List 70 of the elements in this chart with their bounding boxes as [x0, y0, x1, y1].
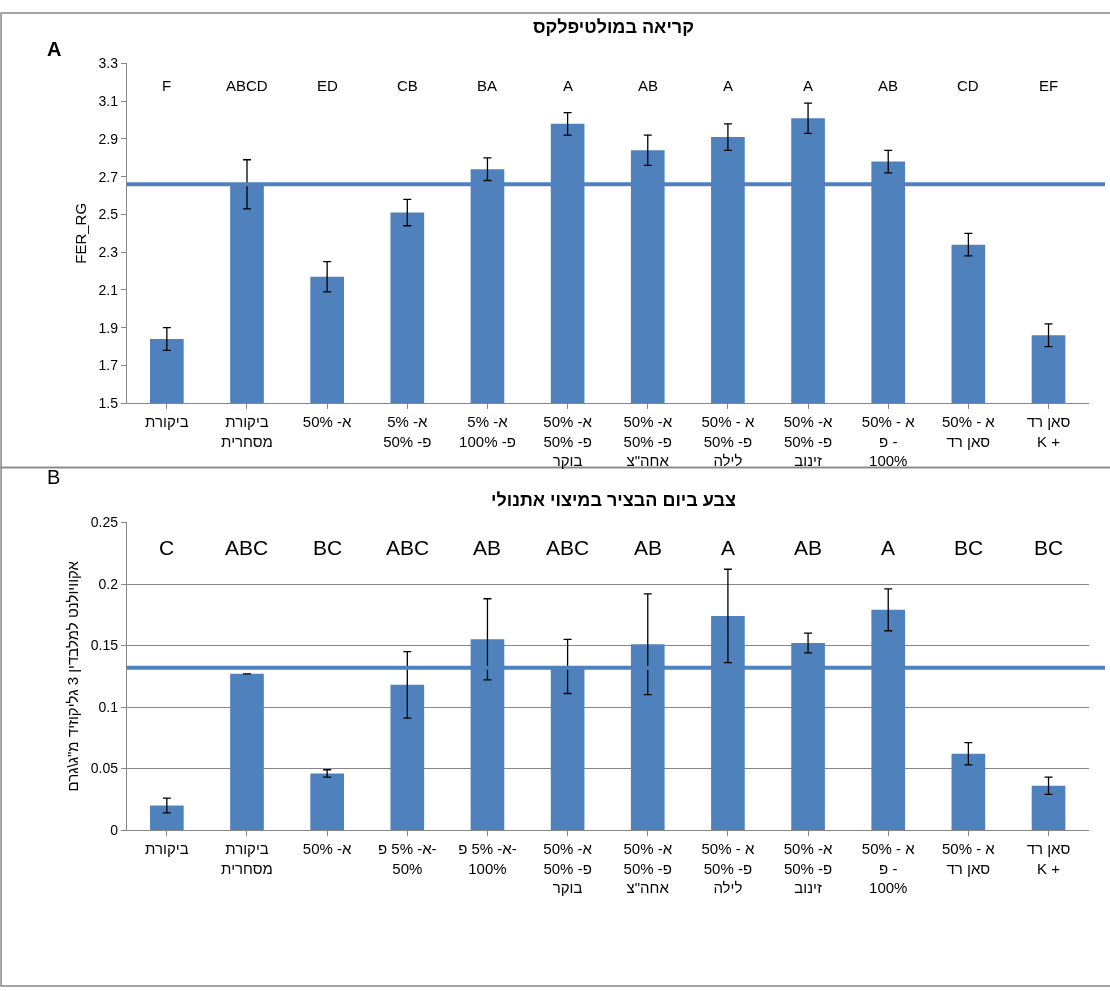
chart-title: קריאה במולטיפלקס [533, 17, 694, 37]
annotation: CB [397, 77, 418, 94]
annotation: A [723, 77, 734, 94]
annotation: AB [794, 536, 823, 559]
annotation: EF [1039, 77, 1059, 94]
annotation: A [803, 77, 814, 94]
annotation: AB [634, 536, 663, 559]
annotation: F [162, 77, 172, 94]
y-tick-label: 2.7 [98, 168, 119, 185]
y-tick-label: 0.25 [90, 514, 119, 531]
y-tick-label: 2.9 [98, 130, 119, 147]
annotation: BC [1034, 536, 1064, 559]
x-tick-label: א- 5% פ- 50% [383, 413, 432, 450]
y-axis-title: אקוויולנט למלבדין 3 גליקוזיד מ"ג\גרם [63, 560, 81, 792]
annotation: A [881, 536, 896, 559]
y-tick-label: 1.7 [98, 357, 119, 374]
annotation: BC [954, 536, 984, 559]
bar [390, 684, 425, 831]
x-tick-label: א - 50% פ- 50% לילה [701, 413, 755, 470]
y-tick-label: 3.1 [98, 93, 119, 110]
annotation: ED [317, 77, 338, 94]
y-tick-label: 3.3 [98, 55, 119, 72]
x-tick-label: א - 50% סאן רד [941, 413, 996, 450]
y-tick-label: 0.1 [98, 698, 119, 715]
y-tick-label: 0.2 [98, 575, 119, 592]
x-tick-label: א- 50% פ- 50% בוקר [543, 840, 593, 897]
bar [150, 805, 184, 831]
annotation: ABC [225, 536, 269, 559]
bar [230, 673, 264, 831]
annotation: C [159, 536, 175, 559]
bar [1031, 785, 1066, 831]
x-tick-label: א - 50% פ- 50% לילה [701, 840, 755, 897]
x-tick-label: ביקורת [145, 413, 189, 431]
x-tick-label: א - 50% סאן רד [941, 840, 996, 877]
annotation: AB [473, 536, 502, 559]
y-tick-label: 0 [110, 821, 119, 838]
y-tick-label: 2.5 [98, 206, 119, 223]
annotation: CD [957, 77, 979, 94]
text: B [47, 466, 61, 488]
x-tick-label: א- 50% [302, 840, 353, 858]
y-tick-label: 2.3 [98, 244, 119, 261]
x-tick-label: א- 50% [302, 413, 353, 431]
annotation: A [563, 77, 574, 94]
chart-title: צבע ביום הבציר במיצוי אתנולי [491, 490, 737, 510]
y-tick-label: 0.05 [90, 760, 119, 777]
x-tick-label: א- 50% פ- 50% בוקר [543, 413, 593, 470]
annotation: BA [477, 77, 498, 94]
y-tick-label: 2.1 [98, 281, 119, 298]
x-tick-label: ביקורת [145, 840, 189, 858]
annotation: AB [878, 77, 899, 94]
bar [310, 773, 344, 831]
annotation: A [721, 536, 736, 559]
x-tick-label: א- 50% פ- 50% זינוב [783, 413, 833, 470]
x-tick-label: א- 5% פ- 100% [459, 413, 516, 450]
x-tick-label: ביקורת מסחרית [221, 840, 273, 877]
y-tick-label: 1.5 [98, 395, 119, 412]
annotation: BC [313, 536, 343, 559]
x-tick-label: א- 50% פ- 50% אחה"צ [623, 413, 673, 470]
bar [951, 753, 986, 831]
x-tick-label: ביקורת מסחרית [221, 413, 273, 450]
annotation: AB [638, 77, 659, 94]
annotation: ABCD [226, 77, 268, 94]
annotation: ABC [546, 536, 590, 559]
y-tick-label: 1.9 [98, 319, 119, 336]
text: A [47, 38, 62, 60]
y-tick-label: 0.15 [90, 637, 119, 654]
annotation: ABC [386, 536, 430, 559]
y-axis-title: FER_RG [71, 202, 89, 264]
x-tick-label: א- 50% פ- 50% אחה"צ [623, 840, 673, 897]
x-tick-label: א- 50% פ- 50% זינוב [783, 840, 833, 897]
